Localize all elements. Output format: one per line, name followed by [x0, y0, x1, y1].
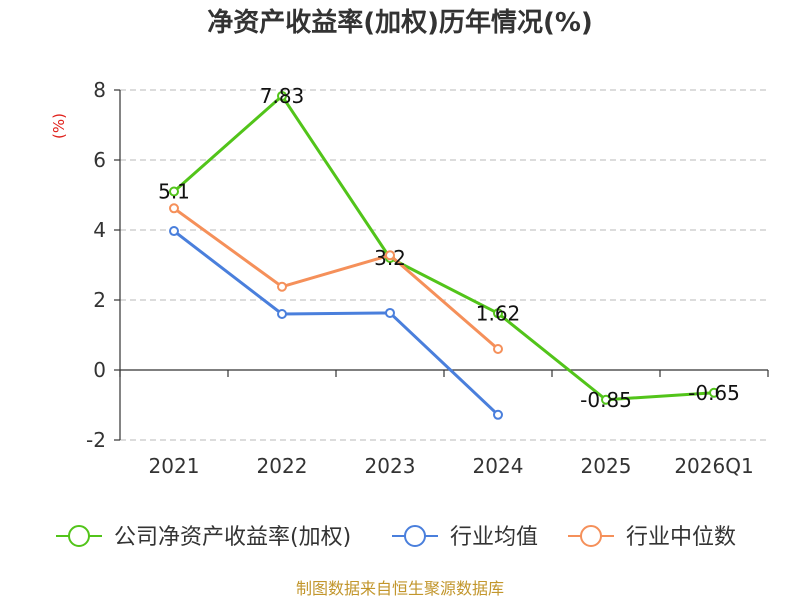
data-point: [493, 308, 503, 319]
x-tick-label: 2025: [581, 454, 632, 478]
series-line: [173, 94, 715, 402]
x-tick-label: 2026Q1: [674, 454, 753, 478]
series-0: [169, 90, 719, 405]
series-layer: [169, 90, 719, 420]
data-point: [709, 387, 719, 398]
x-tick-label: 2023: [365, 454, 416, 478]
data-point: [169, 203, 179, 214]
data-label: 7.83: [260, 84, 305, 108]
legend[interactable]: 公司净资产收益率(加权) 行业均值 行业中位数: [56, 525, 736, 550]
x-tick-label: 2021: [149, 454, 200, 478]
data-point: [277, 281, 287, 292]
chart-title: 净资产收益率(加权)历年情况(%): [207, 7, 593, 38]
series-1: [169, 226, 503, 420]
data-point: [493, 344, 503, 354]
data-labels: 5.1 7.83 3.2 1.62 -0.85 -0.65: [158, 84, 740, 412]
data-point: [385, 307, 395, 318]
y-axis-unit-label: (%): [50, 113, 68, 139]
y-tick-label: 2: [93, 288, 106, 312]
data-label: -0.65: [688, 381, 740, 405]
y-tick-label: 6: [93, 148, 106, 172]
data-point: [493, 409, 503, 420]
legend-label: 行业均值: [450, 525, 538, 550]
data-label: 3.2: [374, 246, 406, 270]
x-axis-ticks: 2021 2022 2023 2024 2025 2026Q1: [149, 454, 754, 478]
data-label: 1.62: [476, 301, 521, 325]
axes: [119, 90, 769, 440]
series-2: [169, 203, 503, 354]
legend-marker: [404, 525, 426, 547]
data-point: [277, 309, 287, 319]
x-tick-label: 2022: [257, 454, 308, 478]
legend-label: 行业中位数: [626, 525, 736, 550]
data-point: [169, 226, 179, 237]
y-tick-label: -2: [86, 428, 106, 452]
legend-item-2[interactable]: 行业中位数: [568, 525, 736, 550]
source-note: 制图数据来自恒生聚源数据库: [296, 579, 504, 598]
y-tick-label: 0: [93, 358, 106, 382]
series-line: [173, 207, 499, 351]
data-point: [169, 186, 179, 197]
data-point: [385, 250, 395, 261]
data-label: -0.85: [580, 388, 632, 412]
gridlines: [120, 89, 768, 441]
legend-marker: [580, 525, 602, 547]
legend-item-0[interactable]: 公司净资产收益率(加权): [56, 525, 351, 550]
x-tick-label: 2024: [473, 454, 524, 478]
data-point: [277, 90, 287, 101]
data-label: 5.1: [158, 180, 190, 204]
series-line: [173, 229, 500, 416]
legend-label: 公司净资产收益率(加权): [114, 525, 351, 550]
legend-item-1[interactable]: 行业均值: [392, 525, 538, 550]
legend-marker: [68, 525, 90, 547]
y-tick-label: 4: [93, 218, 106, 242]
y-axis-ticks: -2 0 2 4 6 8: [86, 78, 120, 452]
y-tick-label: 8: [93, 78, 106, 102]
data-point: [601, 394, 611, 405]
